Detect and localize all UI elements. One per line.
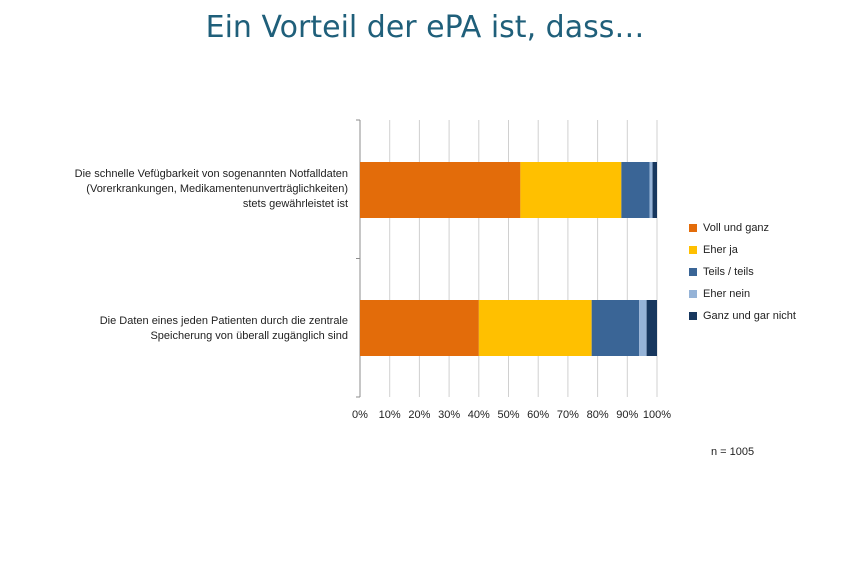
sample-size-note: n = 1005: [711, 446, 755, 458]
x-tick-label: 90%: [616, 409, 638, 421]
x-tick-label: 50%: [497, 409, 519, 421]
legend-swatch: [689, 268, 697, 276]
x-tick-label: 0%: [352, 409, 368, 421]
legend-swatch: [689, 312, 697, 320]
x-tick-label: 80%: [587, 409, 609, 421]
x-tick-label: 20%: [408, 409, 430, 421]
legend-swatch: [689, 224, 697, 232]
legend-item: Eher ja: [689, 239, 796, 261]
bar-segment: [646, 300, 657, 356]
chart-title: Ein Vorteil der ePA ist, dass…: [205, 10, 645, 45]
category-label-notfalldaten: Die schnelle Vefügbarkeit von sogenannte…: [74, 168, 348, 210]
category-label-zentrale-speicherung: Die Daten eines jeden Patienten durch di…: [99, 315, 348, 342]
chart-legend: Voll und ganz Eher ja Teils / teils Eher ne…: [689, 217, 796, 327]
legend-item: Teils / teils: [689, 261, 796, 283]
x-tick-label: 10%: [379, 409, 401, 421]
x-tick-label: 40%: [468, 409, 490, 421]
legend-item: Ganz und gar nicht: [689, 305, 796, 327]
bar-segment: [360, 162, 521, 218]
bar-segment: [639, 300, 647, 356]
legend-item: Voll und ganz: [689, 217, 796, 239]
legend-item: Eher nein: [689, 283, 796, 305]
bar-segment: [478, 300, 592, 356]
bar-segment: [591, 300, 640, 356]
legend-swatch: [689, 246, 697, 254]
x-tick-label: 60%: [527, 409, 549, 421]
bar-segment: [649, 162, 653, 218]
legend-swatch: [689, 290, 697, 298]
bar-segment: [621, 162, 650, 218]
x-tick-label: 100%: [643, 409, 671, 421]
bar-segment: [652, 162, 657, 218]
legend-label: Teils / teils: [703, 266, 754, 278]
bar-segment: [520, 162, 622, 218]
x-tick-label: 30%: [438, 409, 460, 421]
x-tick-label: 70%: [557, 409, 579, 421]
legend-label: Eher ja: [703, 244, 738, 256]
legend-label: Eher nein: [703, 288, 751, 300]
legend-label: Voll und ganz: [703, 222, 770, 234]
legend-label: Ganz und gar nicht: [703, 310, 796, 322]
bar-segment: [360, 300, 479, 356]
